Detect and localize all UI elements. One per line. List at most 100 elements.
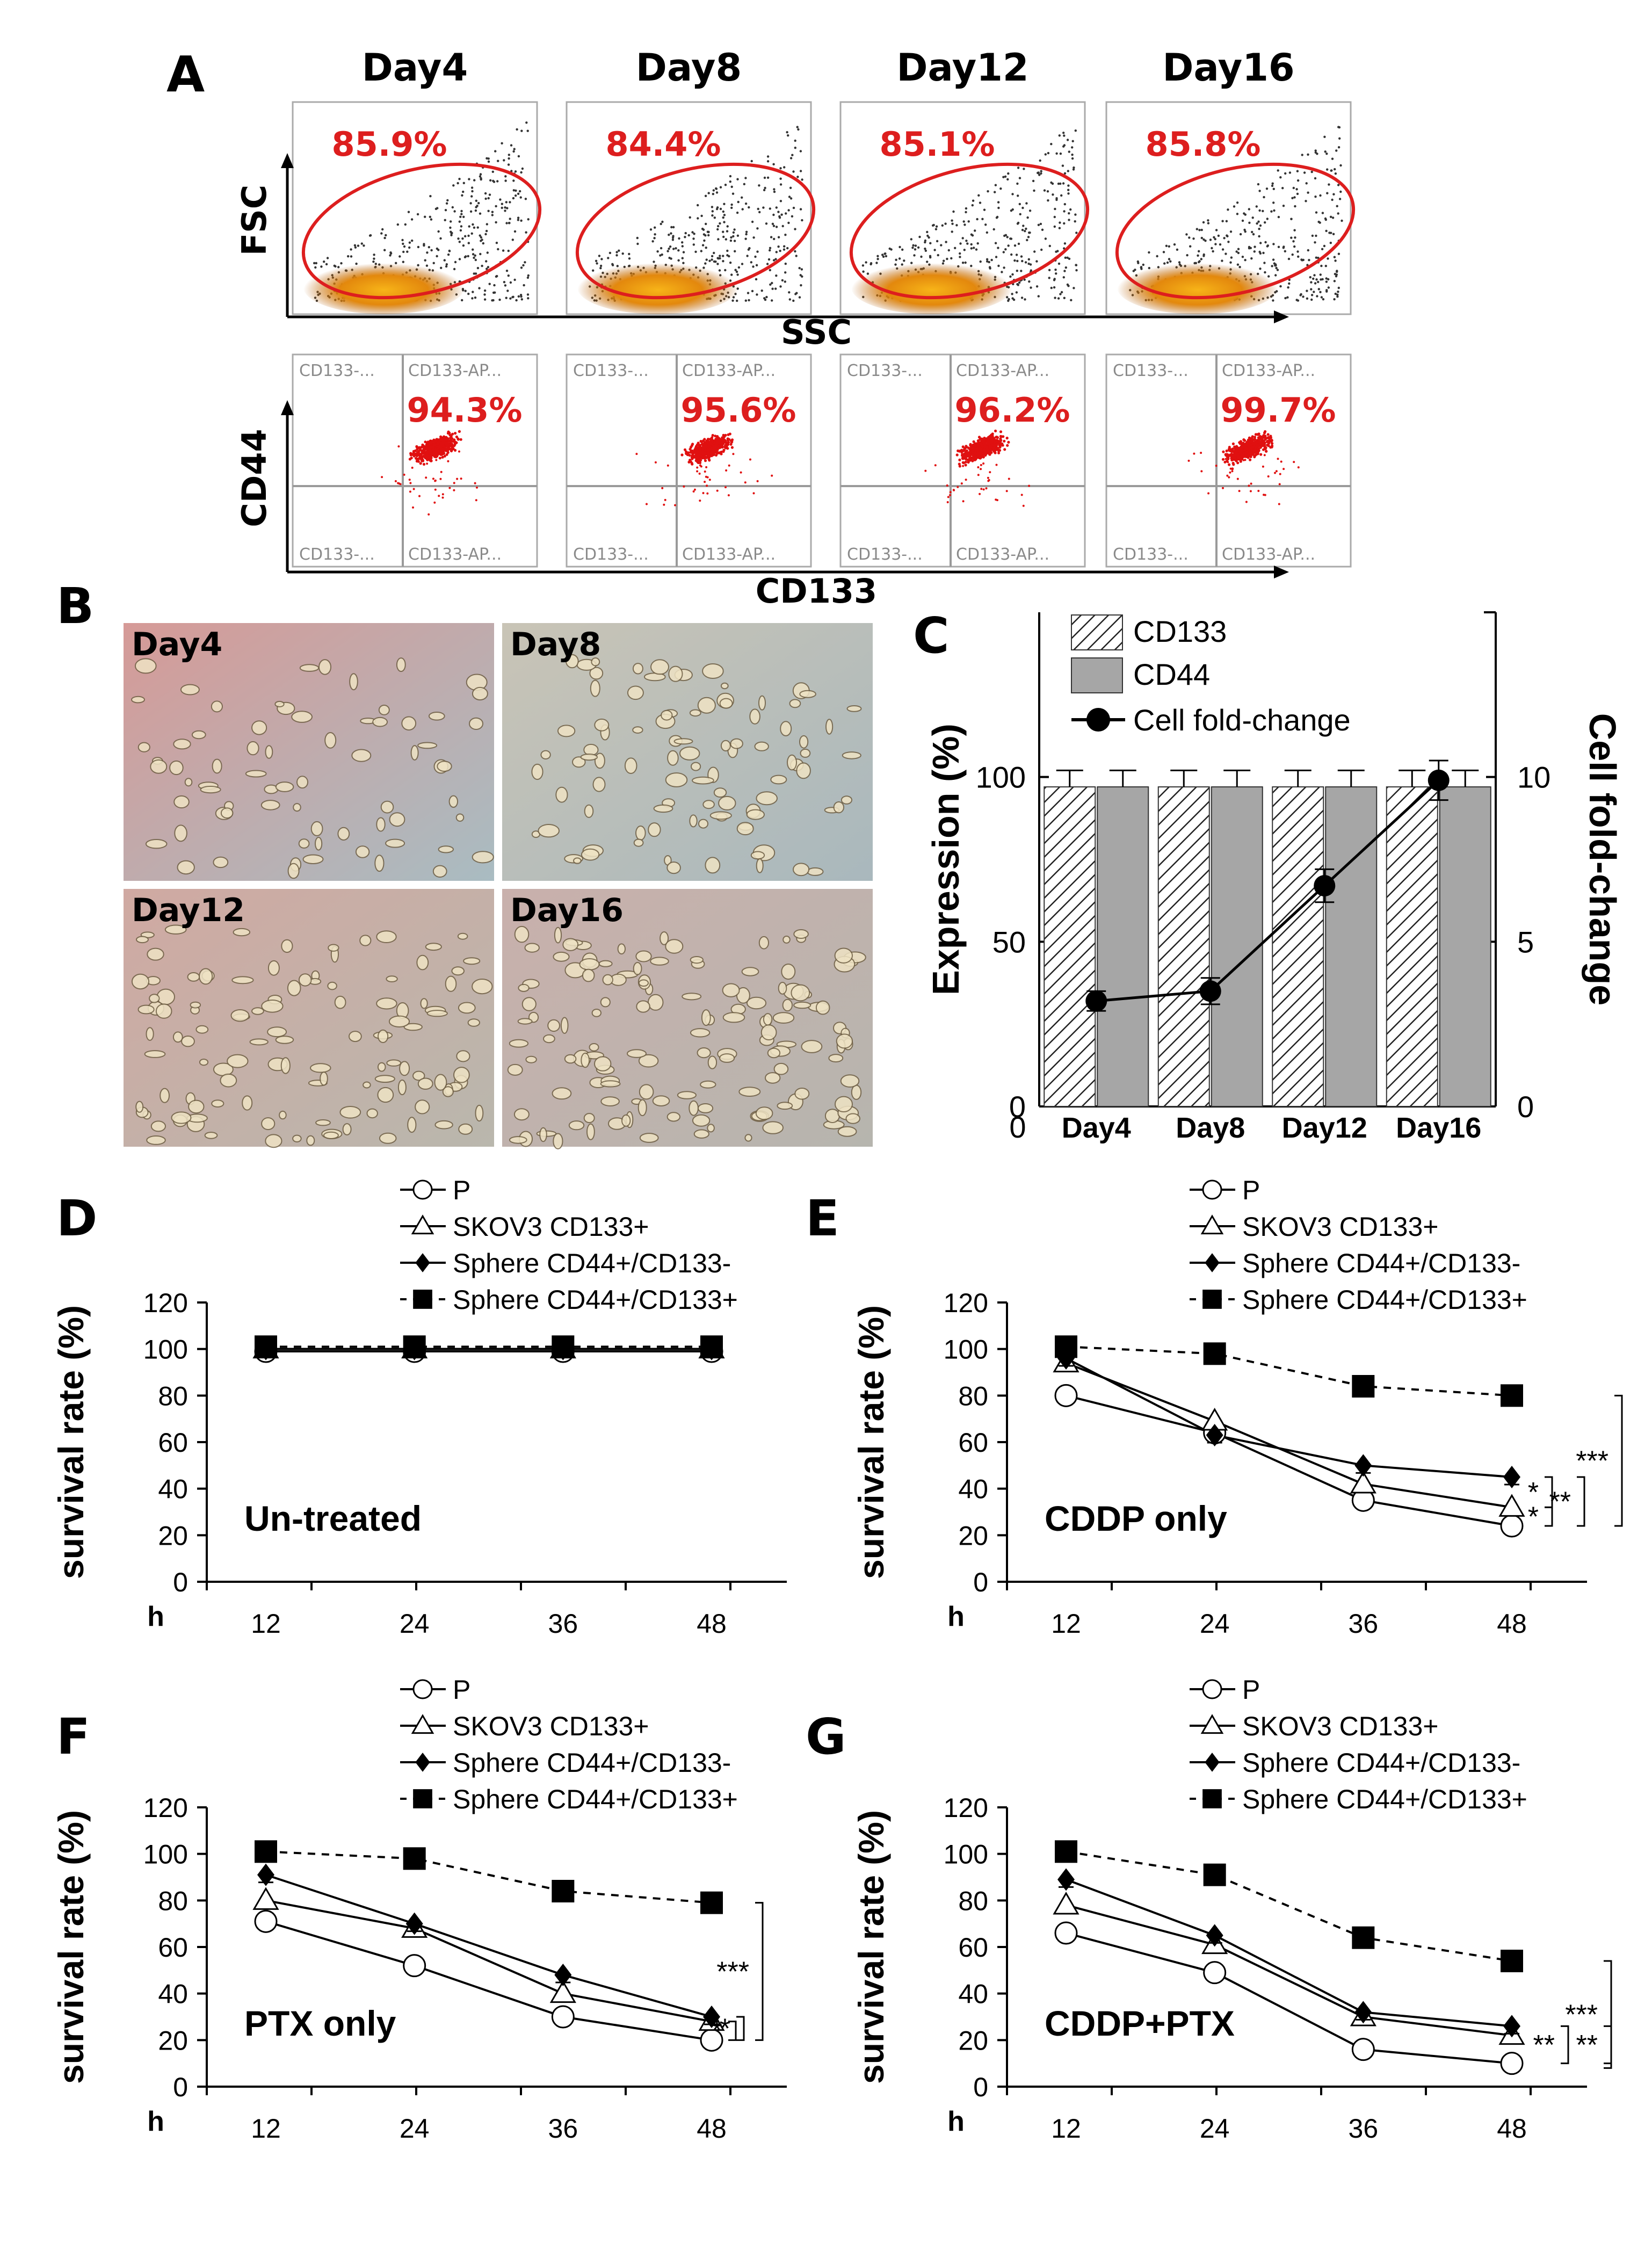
event-dot: [951, 219, 953, 222]
sphere-cluster: [600, 997, 611, 1008]
event-dot: [1339, 190, 1342, 193]
event-dot: [992, 446, 995, 450]
event-dot: [519, 196, 522, 199]
event-dot: [799, 150, 802, 153]
event-dot: [888, 247, 891, 250]
event-dot: [517, 216, 520, 219]
marker-open-circle: [1351, 2038, 1375, 2061]
event-dot: [978, 457, 981, 460]
event-dot: [659, 254, 662, 257]
sphere-cluster: [718, 795, 736, 810]
sig-sphere-neg-vs-p-label: *: [720, 2014, 730, 2045]
event-dot: [1221, 248, 1224, 251]
event-dot: [1297, 255, 1300, 258]
event-dot: [1211, 247, 1213, 250]
event-dot: [926, 230, 929, 234]
gate-ellipse: [1115, 162, 1356, 300]
sphere-cluster: [692, 1114, 711, 1127]
event-dot: [735, 270, 738, 273]
sphere-cluster: [834, 947, 853, 964]
event-dot: [313, 262, 316, 265]
sphere-cluster: [137, 742, 150, 752]
event-dot: [489, 179, 492, 182]
sphere-cluster: [251, 1007, 264, 1015]
event-dot: [1017, 284, 1020, 286]
event-dot: [527, 218, 530, 221]
event-dot: [492, 180, 496, 183]
event-dot: [730, 439, 733, 443]
series-line-3: [265, 1873, 712, 2018]
event-dot: [1325, 277, 1328, 280]
event-dot: [1033, 250, 1036, 253]
event-dot: [1271, 182, 1274, 185]
sphere-cluster: [568, 1120, 585, 1131]
event-dot: [693, 448, 697, 451]
event-dot: [689, 451, 692, 454]
sphere-cluster: [385, 838, 405, 848]
sphere-cluster: [627, 1049, 647, 1058]
sphere-cluster: [580, 754, 598, 761]
event-dot: [973, 247, 975, 249]
event-dot: [1227, 461, 1229, 464]
event-dot: [1030, 269, 1033, 272]
event-dot: [979, 447, 982, 450]
event-dot: [965, 479, 967, 481]
event-dot: [596, 262, 598, 265]
event-dot: [519, 294, 523, 296]
event-dot: [722, 433, 725, 437]
event-dot: [975, 248, 978, 251]
event-dot: [1238, 490, 1241, 493]
sphere-cluster: [204, 1132, 218, 1139]
event-dot: [1314, 177, 1317, 180]
event-dot: [794, 293, 797, 295]
event-dot: [498, 298, 501, 301]
event-dot: [734, 269, 737, 271]
event-dot: [716, 206, 719, 209]
event-dot: [419, 462, 422, 465]
marker-filled-diamond: [1205, 1753, 1220, 1772]
event-dot: [1262, 465, 1264, 468]
event-dot: [1267, 475, 1270, 477]
event-dot: [1315, 278, 1318, 281]
quad-label-lr: CD133-AP...: [1222, 545, 1315, 564]
event-dot: [697, 441, 700, 445]
sphere-cluster: [437, 761, 452, 772]
sphere-cluster: [377, 1087, 394, 1103]
sphere-cluster: [261, 1000, 284, 1013]
sphere-cluster: [378, 1029, 389, 1044]
event-dot: [1047, 199, 1049, 202]
event-dot: [1332, 193, 1335, 196]
sig-skov3-vs-p-label: *: [1528, 1502, 1539, 1533]
event-dot: [615, 254, 618, 257]
event-dot: [1240, 455, 1243, 458]
event-dot: [963, 249, 966, 251]
event-dot: [720, 445, 723, 448]
event-dot: [615, 251, 618, 254]
sphere-cluster: [150, 1120, 166, 1132]
event-dot: [1033, 189, 1035, 192]
event-dot: [1247, 454, 1250, 458]
y2-tick-label: 0: [1517, 1090, 1534, 1124]
event-dot: [446, 432, 450, 435]
event-dot: [486, 157, 488, 160]
event-dot: [1268, 438, 1271, 441]
sphere-cluster: [638, 1054, 659, 1068]
event-dot: [1207, 219, 1209, 222]
event-dot: [1037, 295, 1040, 298]
event-dot: [954, 247, 957, 249]
event-dot: [785, 212, 787, 215]
sphere-cluster: [539, 1127, 547, 1142]
y-tick-label: 0: [973, 2072, 988, 2102]
event-dot: [1024, 298, 1026, 301]
sphere-cluster: [173, 795, 190, 809]
event-dot: [434, 455, 438, 459]
event-dot: [1265, 450, 1268, 453]
event-dot: [527, 297, 530, 300]
sphere-cluster: [835, 1096, 853, 1113]
event-dot: [1321, 212, 1324, 214]
event-dot: [402, 242, 404, 245]
series-line-3: [1066, 1357, 1512, 1478]
event-dot: [1224, 453, 1227, 456]
sphere-cluster: [451, 966, 465, 976]
sphere-cluster: [633, 962, 642, 975]
